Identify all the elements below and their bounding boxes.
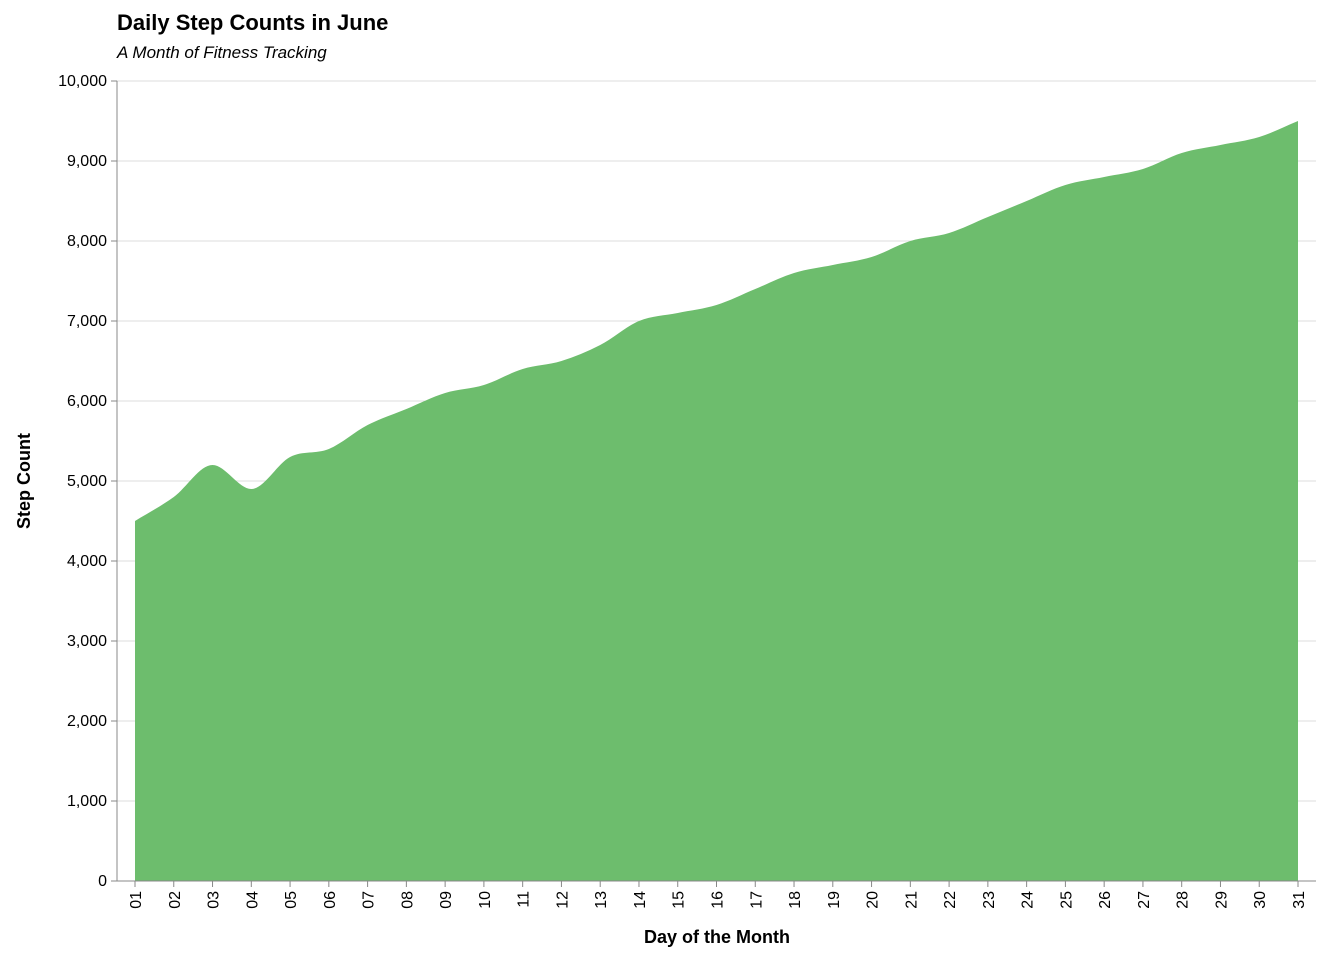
x-axis-title: Day of the Month: [644, 927, 790, 947]
y-tick-label: 10,000: [58, 73, 107, 90]
y-tick-label: 5,000: [67, 473, 107, 490]
x-tick-label: 16: [710, 891, 727, 909]
x-tick-label: 08: [399, 891, 416, 909]
x-tick-label: 22: [942, 891, 959, 909]
x-tick-label: 23: [981, 891, 998, 909]
x-tick-label: 15: [671, 891, 688, 909]
x-tick-label: 10: [477, 891, 494, 909]
x-tick-label: 27: [1136, 891, 1153, 909]
x-tick-label: 01: [128, 891, 145, 909]
x-tick-label: 03: [206, 891, 223, 909]
y-tick-label: 3,000: [67, 633, 107, 650]
x-tick-label: 14: [632, 891, 649, 909]
x-tick-label: 21: [903, 891, 920, 909]
x-tick-label: 28: [1175, 891, 1192, 909]
x-tick-label: 12: [554, 891, 571, 909]
x-tick-label: 25: [1058, 891, 1075, 909]
x-tick-label: 11: [516, 891, 533, 908]
x-tick-label: 20: [865, 891, 882, 909]
step-count-area: [135, 121, 1298, 881]
x-tick-label: 02: [167, 891, 184, 909]
chart-title: Daily Step Counts in June: [117, 10, 388, 35]
axes: 0 1,000 2,000 3,000 4,000 5,000 6,000 7,000 8,00…: [58, 73, 1316, 909]
x-tick-label: 05: [283, 891, 300, 909]
x-tick-label: 24: [1020, 891, 1037, 909]
x-tick-label: 29: [1213, 891, 1230, 909]
x-tick-label: 19: [826, 891, 843, 909]
y-tick-label: 2,000: [67, 713, 107, 730]
y-tick-label: 1,000: [67, 793, 107, 810]
y-tick-label: 0: [98, 873, 107, 890]
x-tick-label: 06: [322, 891, 339, 909]
y-tick-label: 6,000: [67, 393, 107, 410]
chart-subtitle: A Month of Fitness Tracking: [116, 43, 327, 62]
x-tick-label: 31: [1291, 891, 1308, 909]
y-tick-label: 9,000: [67, 153, 107, 170]
y-tick-label: 4,000: [67, 553, 107, 570]
y-tick-label: 7,000: [67, 313, 107, 330]
y-tick-label: 8,000: [67, 233, 107, 250]
x-tick-label: 13: [593, 891, 610, 909]
x-tick-label: 26: [1097, 891, 1114, 909]
x-tick-label: 30: [1252, 891, 1269, 909]
x-tick-label: 18: [787, 891, 804, 909]
area-series: [135, 121, 1298, 881]
x-tick-label: 04: [244, 891, 261, 909]
x-tick-label: 07: [361, 891, 378, 909]
x-tick-label: 17: [748, 891, 765, 909]
x-tick-label: 09: [438, 891, 455, 909]
y-axis-title: Step Count: [14, 433, 34, 529]
